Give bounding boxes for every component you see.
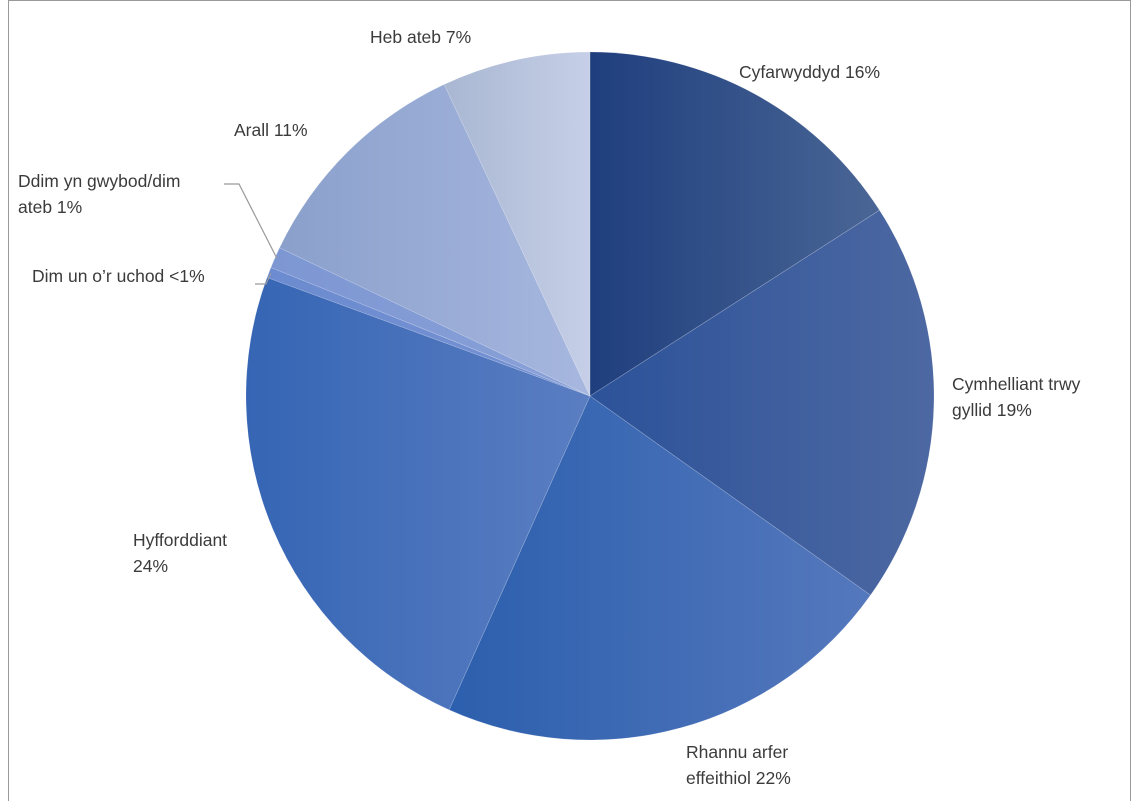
slice-label-cyfarwyddyd: Cyfarwyddyd 16% (739, 62, 881, 82)
slice-label-rhannu: Rhannu arfer effeithiol 22% (686, 742, 791, 788)
pie-slice-rhannu-arfer-effeithiol (448, 395, 871, 741)
pie-slice-heb-ateb (443, 51, 591, 397)
pie-slice-hyfforddiant (245, 277, 591, 711)
slice-label-hyfforddiant: Hyfforddiant 24% (133, 530, 228, 576)
slice-label-arall: Arall 11% (234, 120, 308, 140)
slice-label-dim-un: Dim un o’r uchod <1% (32, 266, 205, 286)
slice-label-heb-ateb: Heb ateb 7% (370, 27, 472, 47)
leader-line-dim-un-o-r-uchod (255, 272, 272, 285)
pie-slice-cyfarwyddyd (589, 51, 880, 397)
slice-label-ddim-yn-gwybod: Ddim yn gwybod/dim ateb 1% (18, 171, 181, 217)
slice-label-cymhelliant: Cymhelliant trwy gyllid 19% (952, 374, 1081, 420)
leader-line-ddim-yn-gwybod-dim-ateb (224, 183, 278, 259)
leader-lines (224, 183, 278, 285)
pie-slice-cymhelliant-trwy-gyllid (589, 209, 935, 596)
pie-slices (245, 51, 935, 741)
pie-slice-arall (279, 84, 591, 397)
pie-slice-ddim-yn-gwybod-dim-ateb (270, 247, 591, 397)
pie-slice-dim-un-o-r-uchod (266, 267, 591, 397)
